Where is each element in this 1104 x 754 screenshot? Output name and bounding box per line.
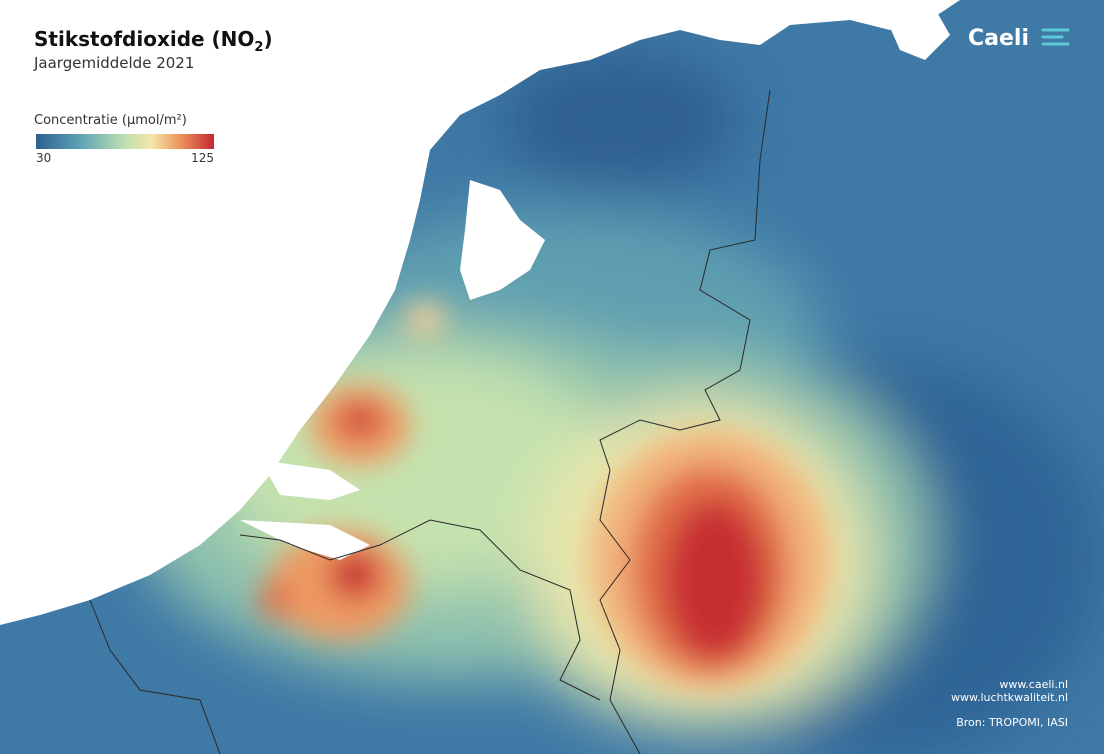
source: Bron: TROPOMI, IASI: [956, 716, 1068, 729]
sea: [0, 0, 960, 625]
title-end: ): [263, 27, 272, 51]
legend-min: 30: [36, 151, 51, 165]
legend-max: 125: [191, 151, 214, 165]
title-main: Stikstofdioxide (NO: [34, 27, 254, 51]
link: www.luchtkwaliteit.nl: [951, 691, 1068, 704]
brand-icon: [1041, 28, 1070, 46]
title-sub: 2: [254, 40, 263, 55]
colorbar: [36, 134, 214, 149]
link: www.caeli.nl: [999, 678, 1068, 691]
title: Stikstofdioxide (NO2): [34, 27, 273, 55]
subtitle: Jaargemiddelde 2021: [33, 54, 194, 72]
country-borders: [89, 89, 771, 754]
legend-title: Concentratie (µmol/m²): [34, 113, 187, 128]
brand: Caeli: [968, 26, 1029, 51]
